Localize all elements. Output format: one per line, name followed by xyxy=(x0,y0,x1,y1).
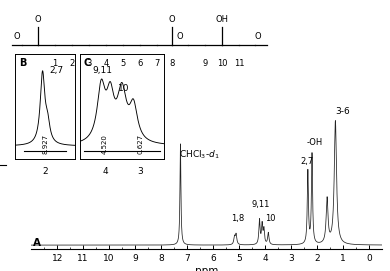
Text: 0.627: 0.627 xyxy=(137,134,143,154)
Text: 2: 2 xyxy=(69,59,74,68)
Text: B: B xyxy=(19,58,27,68)
Text: 9,11: 9,11 xyxy=(92,66,113,75)
Text: 5: 5 xyxy=(121,59,126,68)
Text: 3-6: 3-6 xyxy=(335,107,350,116)
Text: 10: 10 xyxy=(217,59,227,68)
Text: 7: 7 xyxy=(154,59,160,68)
Text: CHCl$_3$-$d_1$: CHCl$_3$-$d_1$ xyxy=(179,148,219,161)
Text: -OH: -OH xyxy=(307,138,323,147)
Text: 4: 4 xyxy=(102,167,108,176)
Text: 2,7: 2,7 xyxy=(49,66,63,75)
Text: 2: 2 xyxy=(42,167,48,176)
Text: O: O xyxy=(169,15,176,24)
Text: 1: 1 xyxy=(52,59,58,68)
Text: 10: 10 xyxy=(265,214,276,223)
Text: 1,8: 1,8 xyxy=(231,214,245,223)
Text: O: O xyxy=(255,32,261,41)
Text: 8: 8 xyxy=(169,59,175,68)
Text: C: C xyxy=(83,58,90,68)
X-axis label: ppm: ppm xyxy=(195,266,218,271)
Text: 3: 3 xyxy=(137,167,143,176)
Text: 4: 4 xyxy=(103,59,109,68)
Text: 6: 6 xyxy=(137,59,143,68)
Text: 11: 11 xyxy=(234,59,244,68)
Text: O: O xyxy=(35,15,41,24)
Text: 9,11: 9,11 xyxy=(251,200,270,209)
Text: O: O xyxy=(177,32,183,41)
Text: O: O xyxy=(14,32,20,41)
Text: 8.927: 8.927 xyxy=(42,134,48,154)
Text: 10: 10 xyxy=(118,84,129,93)
Text: 4.520: 4.520 xyxy=(102,134,108,154)
Text: 3: 3 xyxy=(86,59,92,68)
Text: 2,7: 2,7 xyxy=(300,157,314,166)
Text: 9: 9 xyxy=(202,59,207,68)
Text: A: A xyxy=(33,238,41,248)
Text: OH: OH xyxy=(216,15,229,24)
